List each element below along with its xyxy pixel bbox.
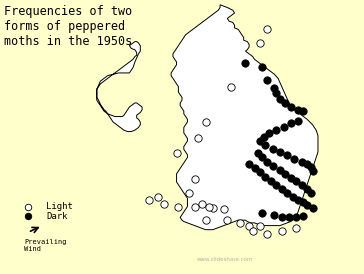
Point [295, 108, 301, 112]
Point [277, 97, 283, 101]
Point [195, 136, 201, 141]
Point [288, 176, 294, 180]
Point [273, 182, 279, 187]
Point [310, 206, 316, 210]
Point [270, 163, 276, 168]
Text: Frequencies of two
forms of peppered
moths in the 1950s: Frequencies of two forms of peppered mot… [4, 5, 132, 48]
Text: www.slideshare.com: www.slideshare.com [197, 257, 254, 262]
Point [192, 177, 198, 181]
Point [257, 139, 263, 143]
Point [299, 159, 305, 164]
Point [301, 214, 306, 218]
Point [161, 202, 167, 206]
Point [279, 229, 285, 233]
Point [282, 101, 288, 105]
Point [273, 91, 279, 96]
Point [262, 174, 268, 179]
Point [273, 128, 279, 132]
Point [255, 151, 261, 156]
Point [304, 203, 310, 207]
Point [272, 86, 277, 90]
Point [174, 151, 179, 156]
Point [286, 215, 292, 220]
Point [282, 172, 288, 176]
Point [186, 191, 192, 195]
Point [242, 61, 248, 65]
Point [246, 162, 252, 166]
Text: Dark: Dark [46, 212, 67, 221]
Point [257, 223, 263, 228]
Point [292, 157, 297, 161]
Point [293, 178, 299, 183]
Point [237, 221, 243, 225]
Point [270, 147, 276, 152]
Point [295, 198, 301, 202]
Point [250, 229, 256, 233]
Point [288, 121, 294, 125]
Point [304, 187, 310, 191]
Point [272, 213, 277, 217]
Point [268, 178, 274, 183]
Point [259, 65, 265, 70]
Point [277, 167, 283, 172]
Point [257, 41, 263, 45]
Point [155, 195, 161, 199]
Point [308, 191, 314, 195]
Point [293, 226, 299, 230]
Point [221, 207, 227, 212]
Point [246, 223, 252, 228]
Point [284, 191, 290, 195]
Point [277, 150, 283, 154]
Point [284, 153, 290, 157]
Text: Light: Light [46, 202, 73, 211]
Point [262, 143, 268, 147]
Point [299, 182, 305, 187]
Point [304, 162, 310, 166]
Point [310, 169, 316, 173]
Point [206, 204, 212, 209]
Point [295, 118, 301, 123]
Text: Prevailing
Wind: Prevailing Wind [24, 239, 67, 252]
Point [257, 170, 263, 175]
Point [290, 195, 296, 199]
Point [301, 200, 306, 205]
Point [308, 165, 314, 169]
Point [279, 187, 285, 191]
Point [192, 204, 198, 209]
Point [175, 204, 181, 209]
Point [264, 27, 270, 32]
Point [264, 78, 270, 82]
Point [25, 214, 31, 218]
Point [259, 155, 265, 160]
Point [199, 202, 205, 206]
Point [203, 120, 209, 124]
Point [225, 218, 230, 222]
Polygon shape [171, 5, 318, 230]
Polygon shape [97, 42, 142, 132]
Point [146, 198, 152, 202]
Point [266, 131, 272, 135]
Point [288, 105, 294, 109]
Point [228, 84, 234, 89]
Point [203, 218, 209, 222]
Point [264, 232, 270, 236]
Point [279, 215, 285, 220]
Point [264, 159, 270, 164]
Point [259, 211, 265, 216]
Point [293, 215, 299, 220]
Point [281, 125, 286, 130]
Point [210, 206, 216, 210]
Point [25, 204, 31, 209]
Point [301, 109, 306, 113]
Point [261, 135, 266, 139]
Point [252, 166, 257, 170]
